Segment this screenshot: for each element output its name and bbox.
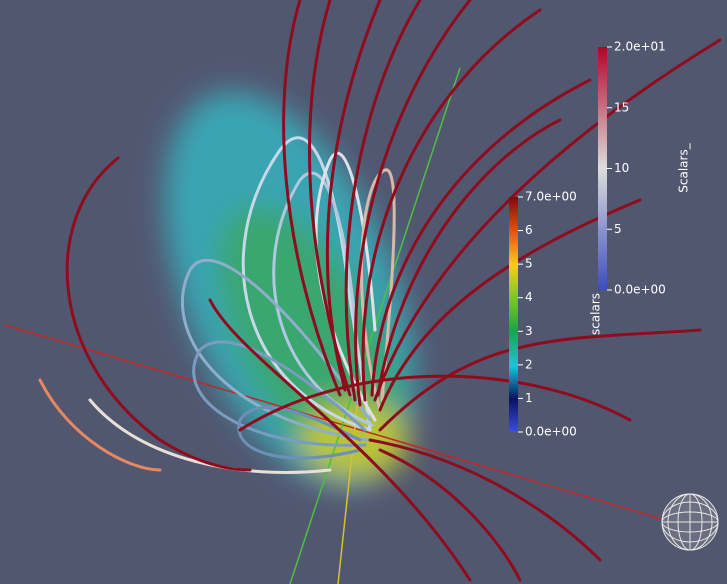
- tick-label: 1: [525, 391, 533, 405]
- viewport: scalars Scalars_ 7.0e+00 6 5 4 3 2 1 0.0e+00 2.0…: [0, 0, 727, 584]
- orientation-sphere: [662, 494, 718, 550]
- colorbar-gradient: [598, 47, 607, 290]
- colorbar-gradient: [509, 197, 518, 432]
- tick-label: 2: [525, 357, 533, 371]
- tick-label: 6: [525, 223, 533, 237]
- tick-label: 4: [525, 290, 533, 304]
- tick-label: 0.0e+00: [525, 425, 577, 439]
- tick-label: 3: [525, 324, 533, 338]
- colorbar-title: Scalars_: [677, 142, 691, 192]
- tick-label: 5: [525, 257, 533, 271]
- tick-label: 7.0e+00: [525, 190, 577, 204]
- tick-label: 2.0e+01: [614, 40, 666, 54]
- tick-label: 0.0e+00: [614, 283, 666, 297]
- tick-label: 15: [614, 100, 629, 114]
- colorbar-title: scalars: [589, 293, 603, 335]
- tick-label: 5: [614, 222, 622, 236]
- tick-label: 10: [614, 161, 629, 175]
